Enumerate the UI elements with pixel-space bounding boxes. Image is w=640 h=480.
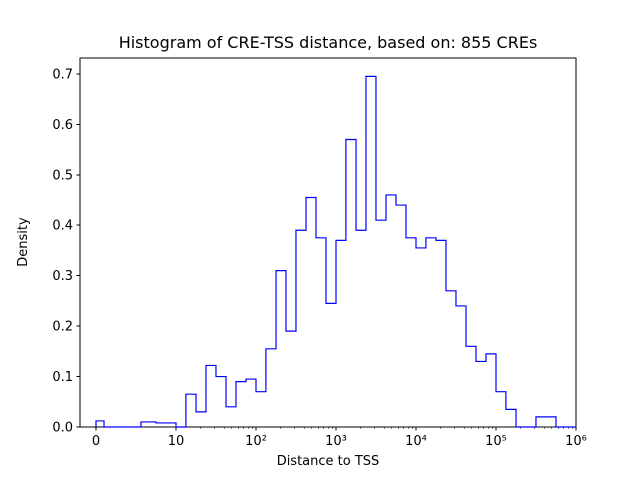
- y-tick-label: 0.1: [52, 370, 73, 385]
- y-tick-label: 0.5: [52, 168, 73, 183]
- x-tick-label: 10³: [325, 434, 347, 449]
- y-tick-label: 0.3: [52, 269, 73, 284]
- y-tick-label: 0.4: [52, 219, 73, 234]
- plot-border: [79, 57, 577, 428]
- x-tick-label: 10⁶: [565, 434, 587, 449]
- y-tick-label: 0.6: [52, 118, 73, 133]
- histogram-line: [95, 75, 576, 428]
- y-tick-label: 0.7: [52, 67, 73, 82]
- x-tick-label: 10: [168, 434, 185, 449]
- x-tick-label: 10⁴: [405, 434, 427, 449]
- y-tick-label: 0.2: [52, 320, 73, 335]
- plot-area: 0 10 10² 10³ 10⁴ 10⁵ 10⁶ 0.0 0.1 0.2 0.3 0.4 0.5 0.6 0…: [52, 57, 587, 449]
- x-tick-label: 10⁵: [485, 434, 507, 449]
- x-tick-label: 0: [92, 434, 100, 449]
- x-tick-label: 10²: [245, 434, 267, 449]
- y-tick-label: 0.0: [52, 421, 73, 436]
- x-axis-label: Distance to TSS: [277, 454, 380, 469]
- chart-title: Histogram of CRE-TSS distance, based on:…: [119, 33, 538, 52]
- y-axis-label: Density: [16, 217, 31, 267]
